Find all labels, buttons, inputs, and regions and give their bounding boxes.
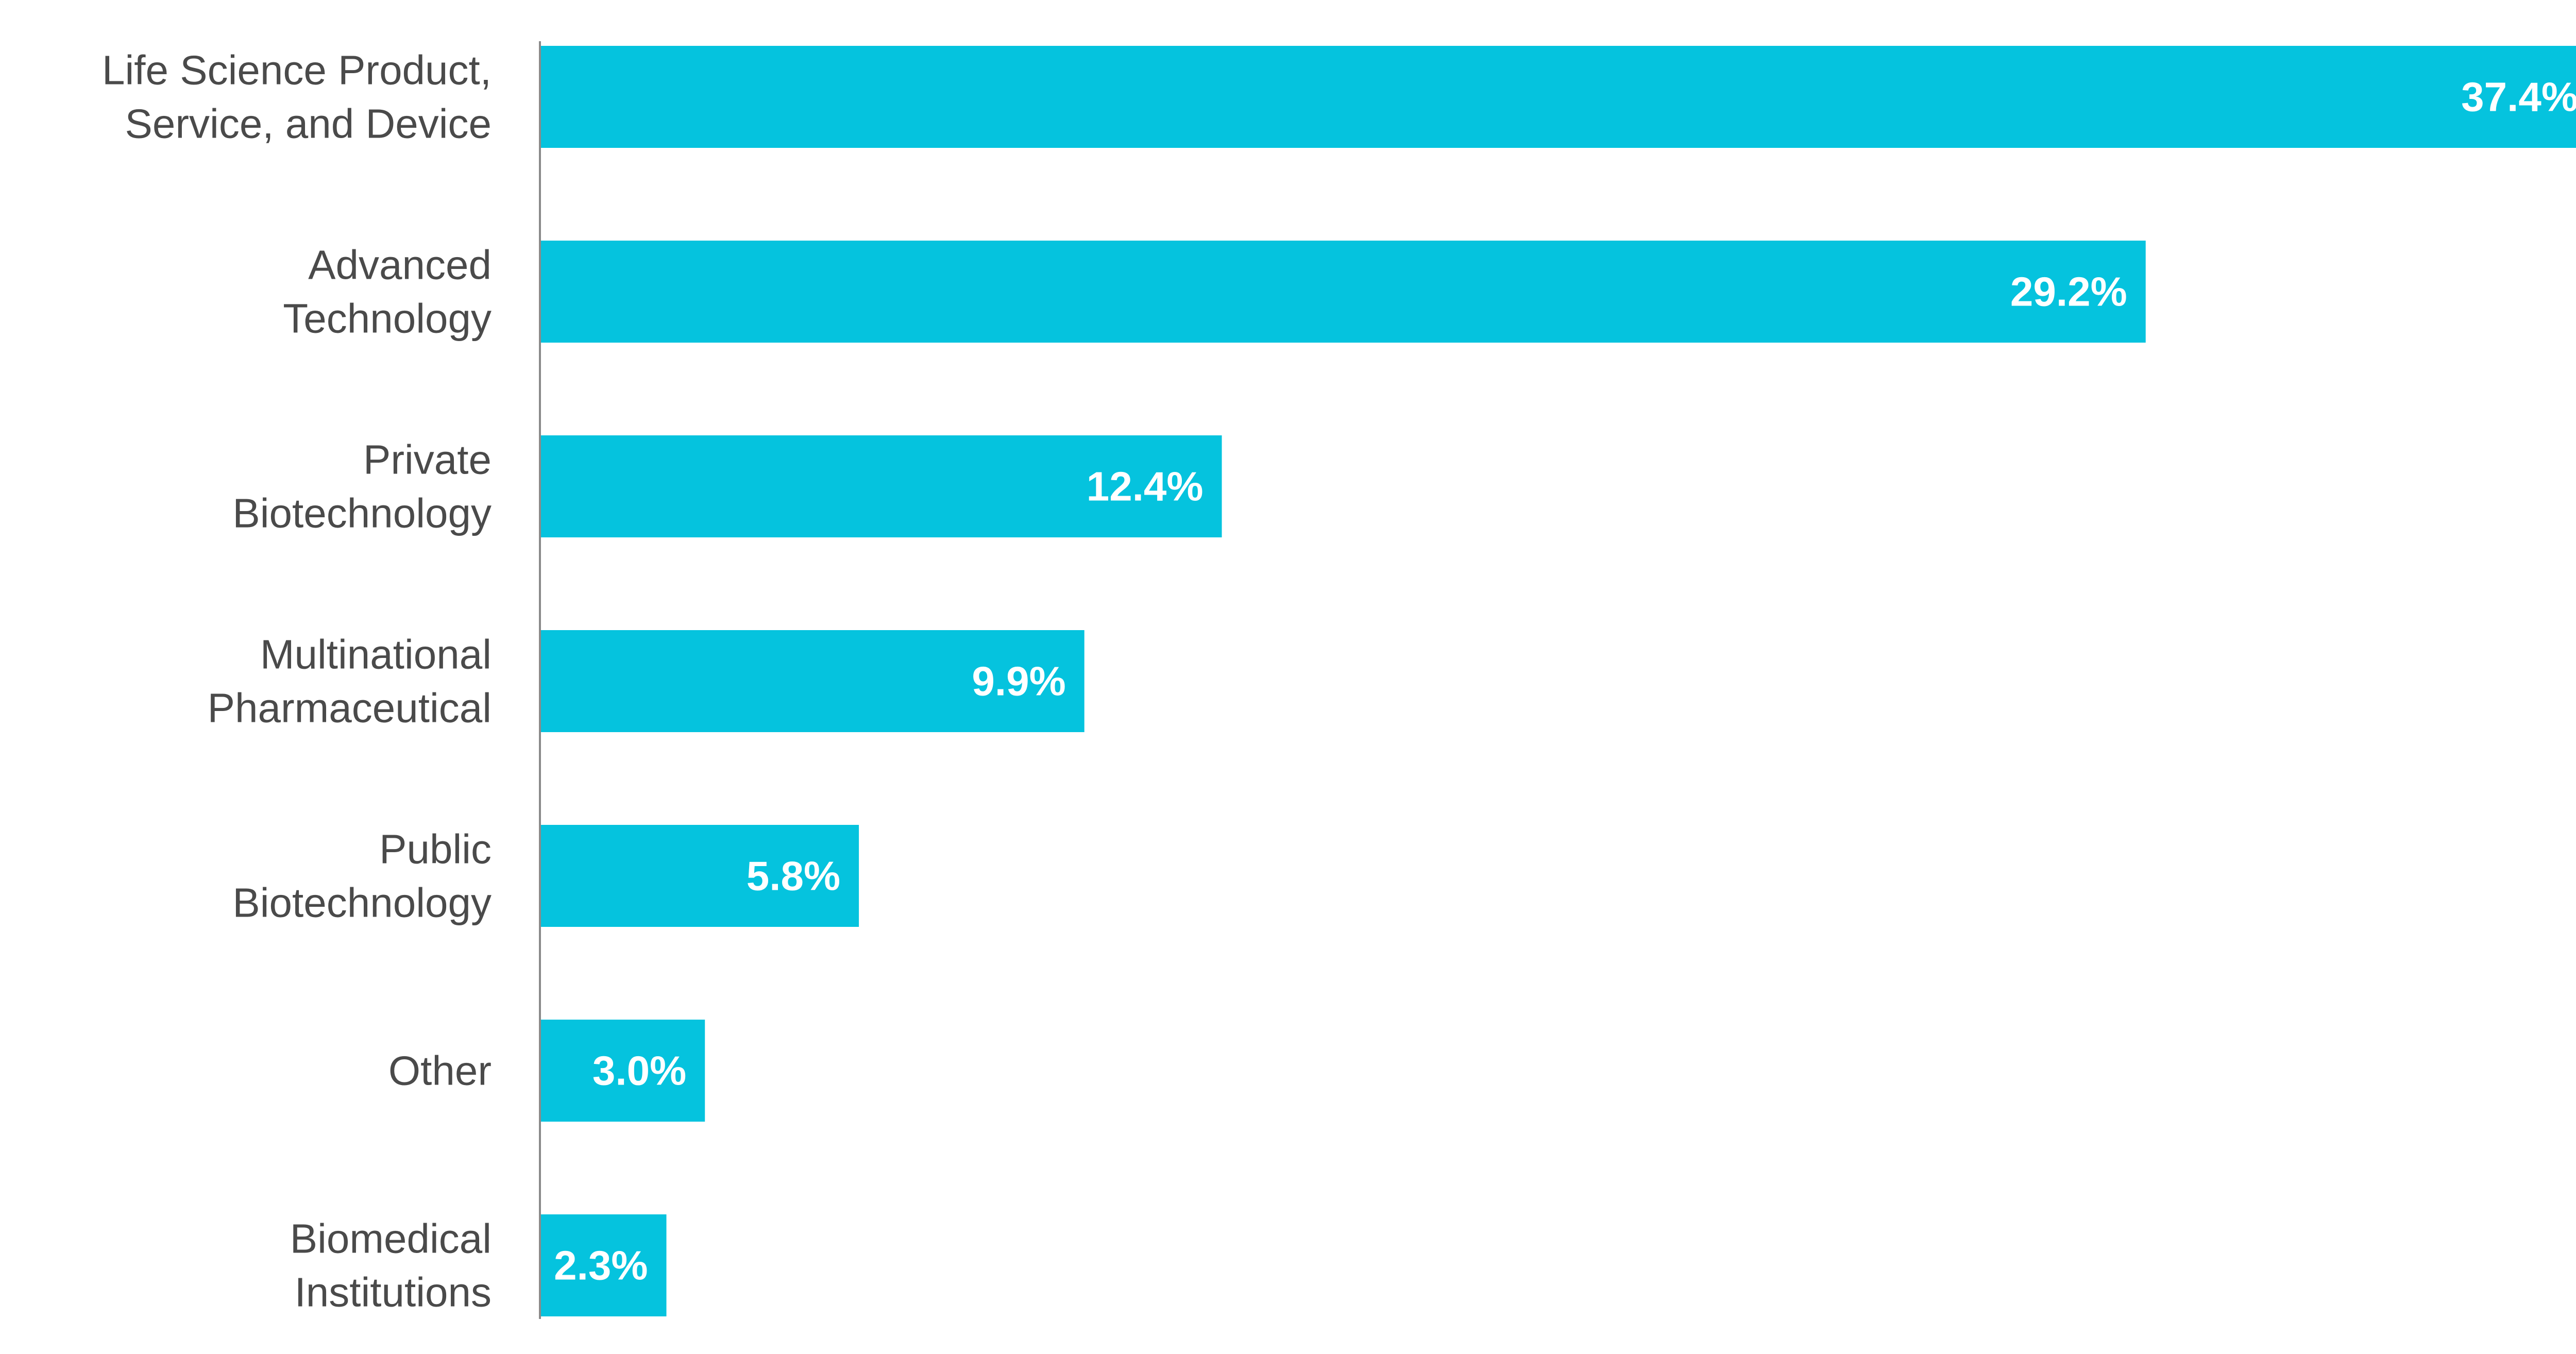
category-label-0-line-1: Service, and Device [125, 101, 492, 147]
category-label-1-line-1: Technology [283, 296, 492, 342]
category-label-3-line-0: Multinational [260, 632, 492, 678]
value-label-6: 2.3% [554, 1243, 648, 1289]
category-label-3-line-1: Pharmaceutical [208, 685, 492, 731]
category-labels-layer: Life Science Product, Service, and Device… [102, 47, 492, 1315]
category-label-2: Private Biotechnology [232, 437, 492, 536]
bar-6 [540, 1214, 667, 1316]
bar-1 [540, 241, 2146, 343]
value-label-2: 12.4% [1087, 464, 1204, 510]
bar-2 [540, 435, 1222, 537]
category-label-2-line-1: Biotechnology [232, 490, 492, 536]
category-label-6-line-1: Institutions [295, 1270, 492, 1315]
category-label-1-line-0: Advanced [308, 242, 492, 288]
value-label-4: 5.8% [747, 853, 840, 899]
category-label-6-line-0: Biomedical [290, 1216, 492, 1262]
category-label-1: Advanced Technology [283, 242, 492, 342]
value-label-3: 9.9% [972, 658, 1065, 704]
category-label-5: Other [388, 1048, 492, 1094]
value-label-1: 29.2% [2010, 269, 2127, 315]
category-label-6: Biomedical Institutions [290, 1216, 492, 1315]
value-label-5: 3.0% [592, 1048, 686, 1094]
category-label-2-line-0: Private [363, 437, 492, 483]
bars-layer [540, 46, 2576, 1316]
bar-0 [540, 46, 2576, 148]
value-labels-layer: 37.4% 29.2% 12.4% 9.9% 5.8% 3.0% 2.3% [554, 74, 2576, 1289]
bar-5 [540, 1020, 705, 1122]
category-label-0: Life Science Product, Service, and Device [102, 47, 492, 147]
value-label-0: 37.4% [2461, 74, 2576, 120]
bar-3 [540, 630, 1084, 732]
category-label-5-line-0: Other [388, 1048, 492, 1094]
category-label-3: Multinational Pharmaceutical [208, 632, 492, 731]
bar-4 [540, 825, 859, 927]
category-label-0-line-0: Life Science Product, [102, 47, 492, 93]
category-label-4: Public Biotechnology [232, 826, 492, 926]
category-label-4-line-0: Public [379, 826, 492, 872]
category-label-4-line-1: Biotechnology [232, 880, 492, 926]
